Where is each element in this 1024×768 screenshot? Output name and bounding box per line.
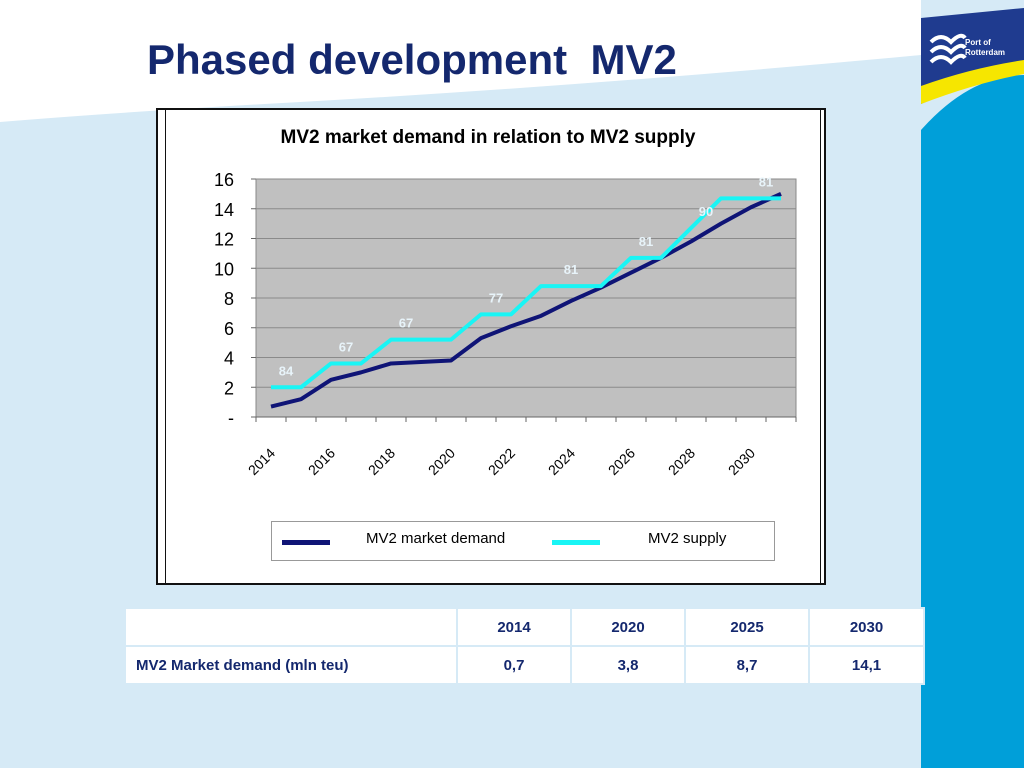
y-tick-label: 16 — [214, 170, 234, 190]
y-tick-label: - — [228, 408, 234, 428]
x-tick-label: 2014 — [245, 445, 278, 478]
x-tick-label: 2026 — [605, 445, 638, 478]
x-tick-label: 2022 — [485, 445, 518, 478]
demand-table: 2014 2020 2025 2030 MV2 Market demand (m… — [124, 607, 925, 685]
table-header-row: 2014 2020 2025 2030 — [124, 607, 925, 647]
data-label: 81 — [564, 262, 578, 277]
table-header-cell: 2014 — [456, 607, 572, 647]
data-label: 84 — [279, 363, 294, 378]
x-tick-label: 2018 — [365, 445, 398, 478]
data-label: 67 — [339, 339, 353, 354]
slide-title: Phased development MV2 — [147, 36, 677, 83]
table-cell: 0,7 — [456, 645, 572, 685]
table-cell: 3,8 — [570, 645, 686, 685]
logo-text-line1: Port of — [965, 38, 991, 47]
table-header-cell: 2030 — [808, 607, 925, 647]
table-row: MV2 Market demand (mln teu) 0,7 3,8 8,7 … — [124, 645, 925, 685]
x-tick-label: 2016 — [305, 445, 338, 478]
y-tick-label: 10 — [214, 259, 234, 279]
series-line-1 — [271, 196, 781, 390]
chart-frame: MV2 market demand in relation to MV2 sup… — [156, 108, 826, 585]
legend-swatch-demand — [282, 540, 330, 545]
table-header-cell: 2025 — [684, 607, 810, 647]
table-header-cell — [124, 607, 458, 647]
port-of-rotterdam-logo — [921, 8, 1024, 104]
y-tick-label: 14 — [214, 200, 234, 220]
side-band — [921, 75, 1024, 768]
y-tick-label: 4 — [224, 349, 234, 369]
y-tick-label: 6 — [224, 319, 234, 339]
y-tick-label: 2 — [224, 378, 234, 398]
logo-text: Port of Rotterdam — [965, 38, 1023, 58]
y-tick-label: 8 — [224, 289, 234, 309]
x-tick-label: 2024 — [545, 445, 578, 478]
series-line-0 — [270, 192, 782, 409]
line-chart: - 2 4 6 8 10 12 14 16 2014 2016 2018 2020 2022 2024 202… — [214, 170, 797, 478]
table-cell: 14,1 — [808, 645, 925, 685]
table-cell: 8,7 — [684, 645, 810, 685]
data-label: 90 — [699, 204, 713, 219]
table-row-label: MV2 Market demand (mln teu) — [124, 645, 458, 685]
legend-label-demand: MV2 market demand — [366, 530, 506, 547]
legend-label-supply: MV2 supply — [648, 530, 727, 547]
data-label: 81 — [759, 174, 773, 189]
data-label: 67 — [399, 316, 413, 331]
chart-title: MV2 market demand in relation to MV2 sup… — [280, 127, 696, 148]
logo-text-line2: Rotterdam — [965, 48, 1006, 57]
x-tick-label: 2028 — [665, 445, 698, 478]
legend-swatch-supply — [552, 540, 600, 545]
data-label: 77 — [489, 290, 503, 305]
x-tick-label: 2020 — [425, 445, 458, 478]
y-tick-label: 12 — [214, 230, 234, 250]
data-label: 81 — [639, 234, 653, 249]
table-header-cell: 2020 — [570, 607, 686, 647]
chart-legend: MV2 market demand MV2 supply — [271, 521, 775, 561]
x-tick-label: 2030 — [725, 445, 758, 478]
